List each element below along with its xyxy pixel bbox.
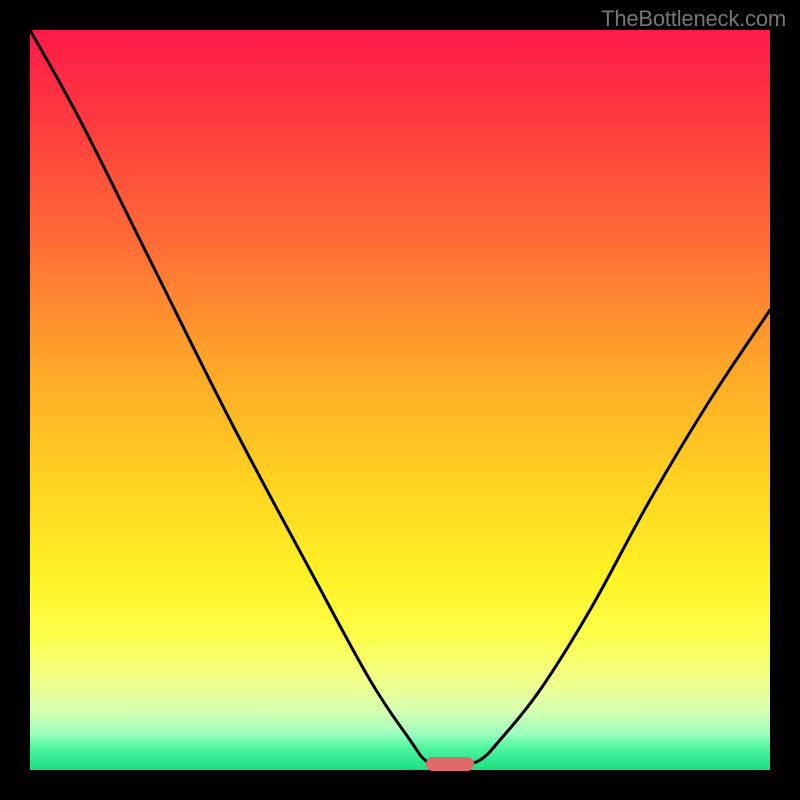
bottleneck-curve: [0, 0, 800, 800]
bottleneck-marker: [426, 757, 474, 771]
bottleneck-chart: TheBottleneck.com: [0, 0, 800, 800]
watermark-label: TheBottleneck.com: [601, 6, 786, 32]
